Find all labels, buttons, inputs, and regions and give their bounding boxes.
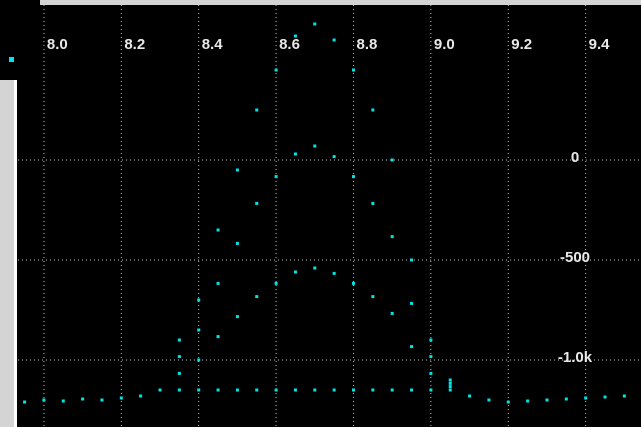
point: [410, 301, 414, 305]
marker-icon: [9, 57, 14, 62]
point: [313, 266, 317, 270]
point: [139, 394, 143, 398]
point: [371, 295, 375, 299]
y-tick-label: -500: [560, 249, 590, 266]
x-tick-label: 8.6: [279, 36, 300, 53]
point: [216, 228, 220, 232]
point: [119, 396, 123, 400]
point: [235, 388, 239, 392]
point: [429, 338, 433, 342]
point: [448, 388, 452, 392]
side-panel-border: [14, 80, 17, 427]
point: [468, 394, 472, 398]
point: [197, 298, 201, 302]
x-tick-label: 8.8: [356, 36, 377, 53]
point: [293, 388, 297, 392]
point: [506, 400, 510, 404]
point: [42, 398, 46, 402]
point: [371, 201, 375, 205]
point: [235, 168, 239, 172]
point: [235, 241, 239, 245]
point: [332, 38, 336, 42]
point: [332, 388, 336, 392]
point: [61, 399, 65, 403]
point: [255, 201, 259, 205]
point: [197, 328, 201, 332]
point: [274, 281, 278, 285]
point: [216, 335, 220, 339]
point: [410, 258, 414, 262]
point: [448, 378, 452, 382]
point: [390, 235, 394, 239]
point: [332, 155, 336, 159]
point: [371, 108, 375, 112]
point: [293, 34, 297, 38]
point: [390, 388, 394, 392]
point: [313, 144, 317, 148]
point: [429, 388, 433, 392]
point: [332, 271, 336, 275]
point: [410, 388, 414, 392]
y-tick-label: -1.0k: [558, 349, 593, 366]
point: [158, 388, 162, 392]
point: [526, 399, 530, 403]
x-tick-label: 8.4: [202, 36, 224, 53]
point: [177, 338, 181, 342]
point: [81, 397, 85, 401]
point: [410, 345, 414, 349]
point: [255, 295, 259, 299]
y-tick-label: 0: [571, 149, 579, 166]
point: [274, 175, 278, 179]
x-tick-label: 9.4: [589, 36, 611, 53]
point: [545, 398, 549, 402]
x-tick-label: 8.0: [47, 36, 68, 53]
point: [274, 68, 278, 72]
top-strip: [40, 0, 641, 5]
x-tick-label: 9.2: [511, 36, 532, 53]
point: [216, 388, 220, 392]
point: [429, 355, 433, 359]
point: [351, 68, 355, 72]
point: [313, 22, 317, 26]
point: [177, 355, 181, 359]
point: [351, 281, 355, 285]
x-tick-label: 9.0: [434, 36, 455, 53]
point: [255, 388, 259, 392]
point: [177, 371, 181, 375]
side-panel: [0, 80, 14, 427]
point: [100, 398, 104, 402]
point: [177, 388, 181, 392]
point: [216, 281, 220, 285]
point: [351, 388, 355, 392]
point: [487, 398, 491, 402]
point: [197, 388, 201, 392]
point: [274, 388, 278, 392]
point: [255, 108, 259, 112]
point: [390, 158, 394, 162]
point: [622, 394, 626, 398]
point: [23, 400, 27, 404]
point: [429, 371, 433, 375]
point: [293, 270, 297, 274]
point: [371, 388, 375, 392]
point: [390, 311, 394, 315]
point: [313, 388, 317, 392]
point: [235, 315, 239, 319]
point: [564, 397, 568, 401]
point: [448, 385, 452, 389]
point: [351, 175, 355, 179]
point: [448, 381, 452, 385]
point: [584, 396, 588, 400]
point: [197, 358, 201, 362]
point: [603, 395, 607, 399]
x-tick-label: 8.2: [124, 36, 145, 53]
point: [293, 152, 297, 156]
